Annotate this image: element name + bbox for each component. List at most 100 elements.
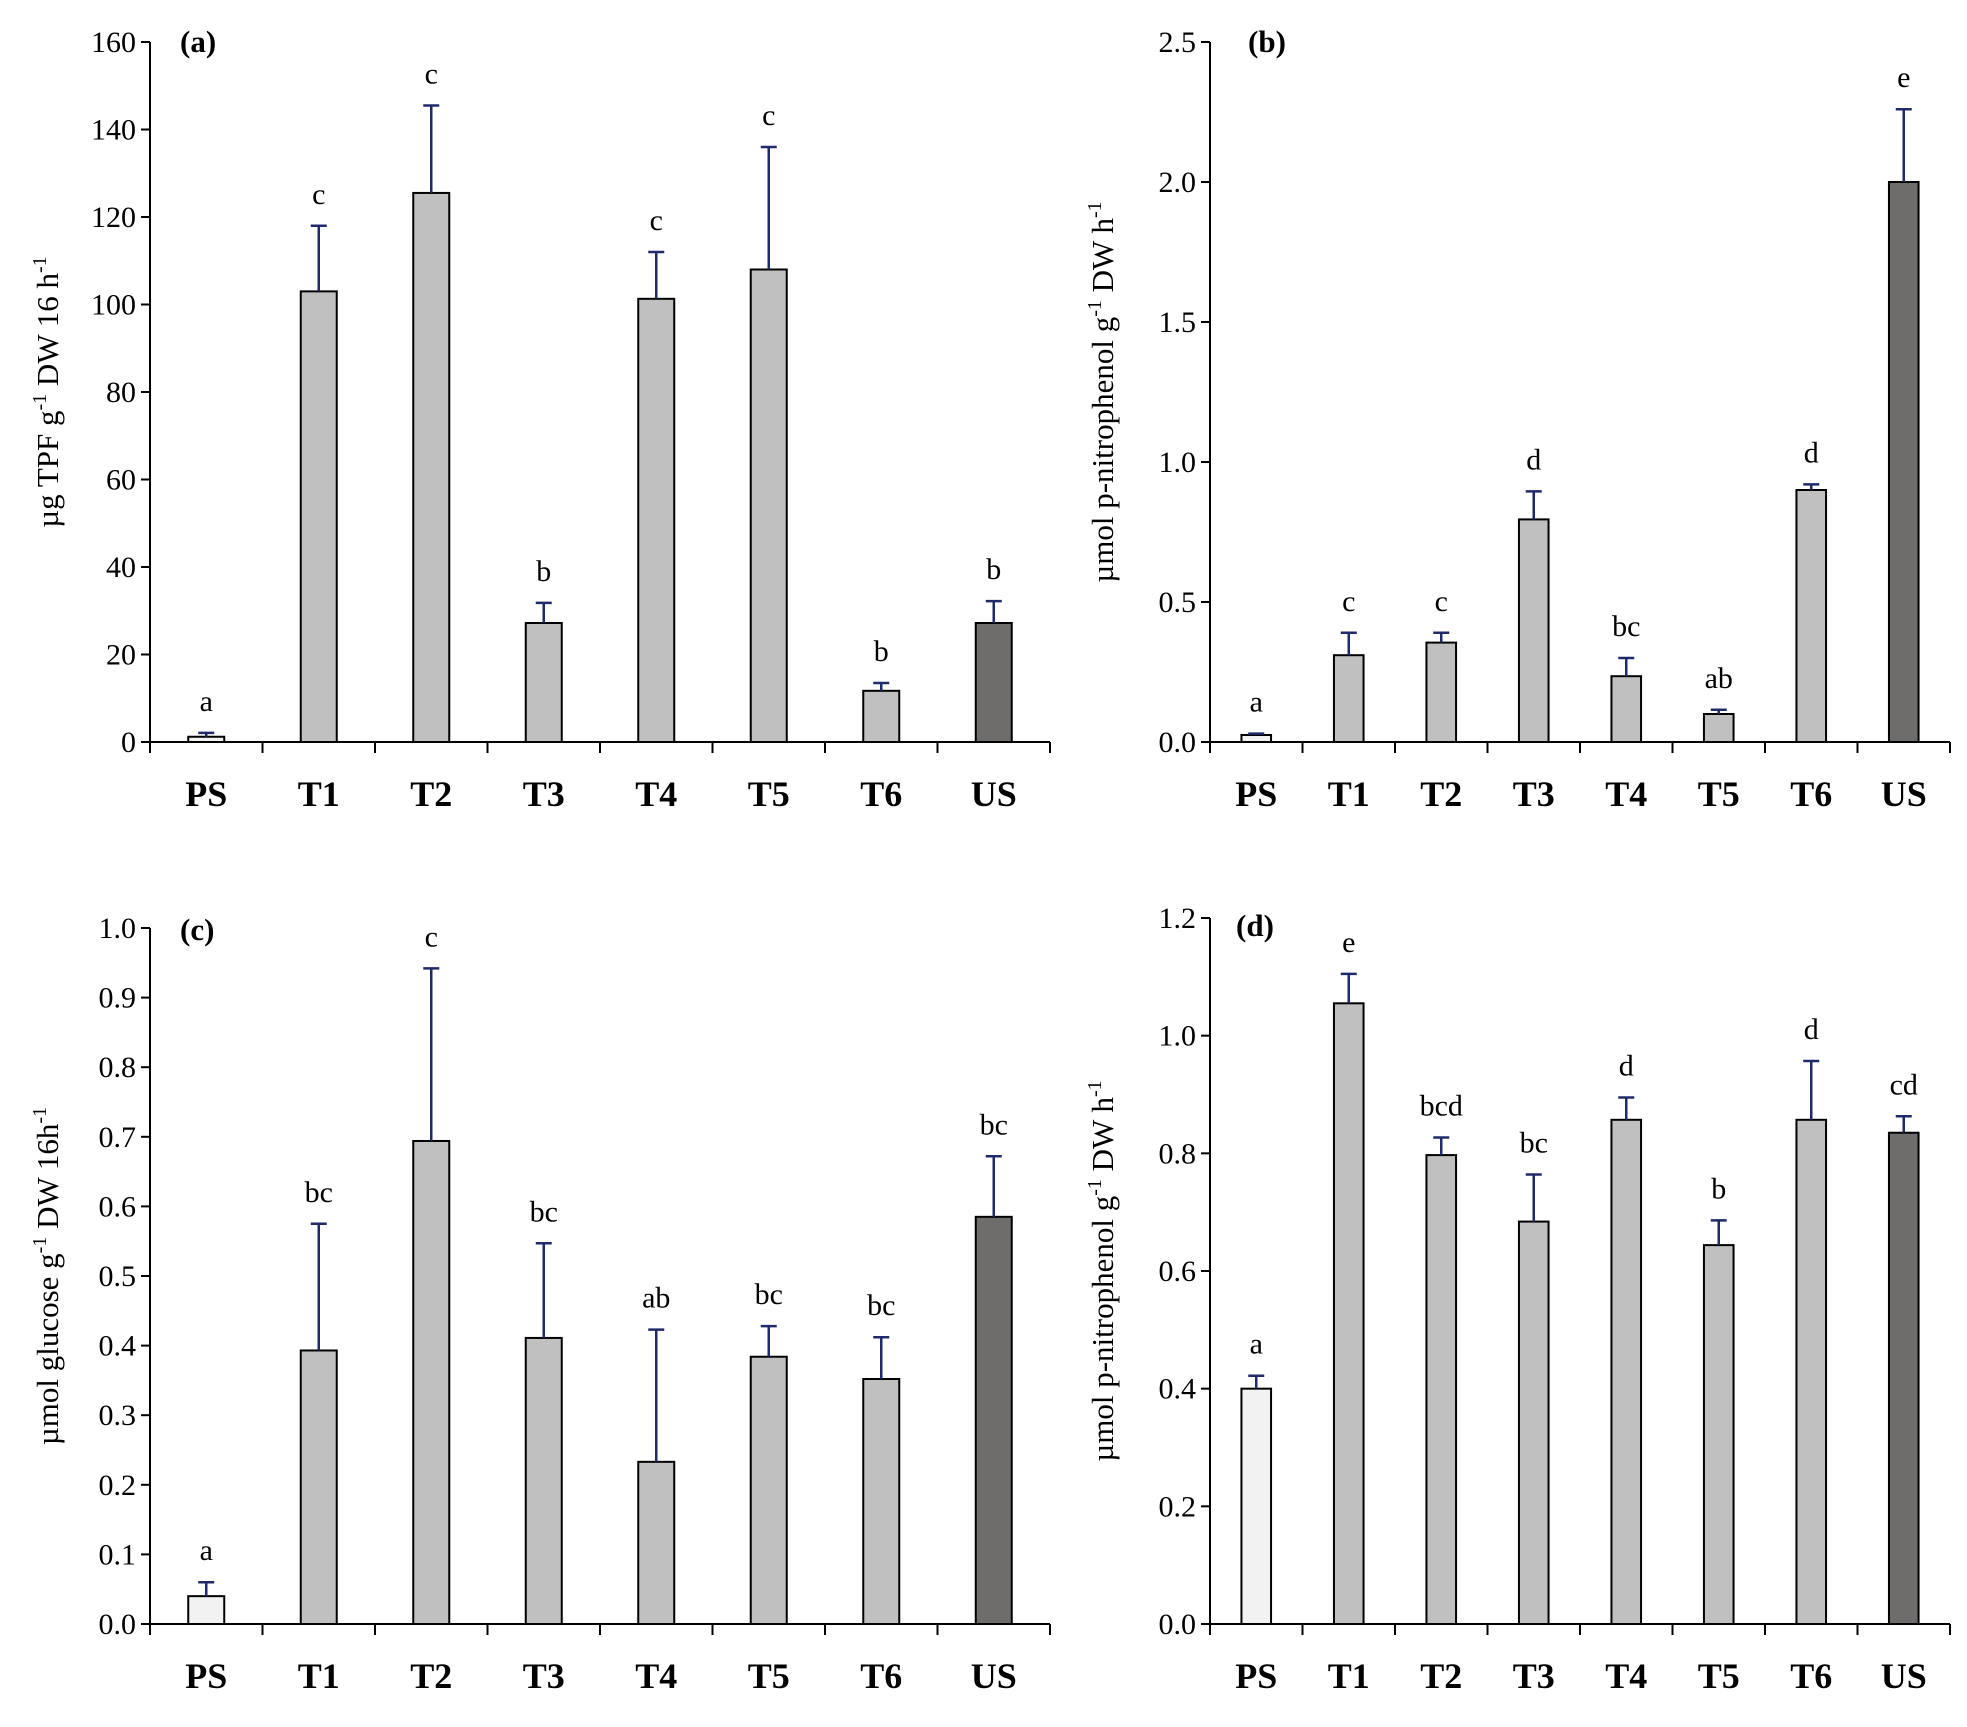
significance-letter: b — [536, 555, 551, 588]
panel-c: 0.0 0.1 0.2 0.3 0.4 0.5 0.6 0.7 0.8 0.9 1.0 a PS bc T1… — [29, 912, 1051, 1696]
y-tick-label: 140 — [91, 114, 136, 147]
bar-t5 — [749, 268, 788, 743]
significance-letter: c — [425, 57, 438, 90]
category-label: US — [971, 1656, 1017, 1696]
bar-t1 — [299, 1349, 338, 1626]
category-label: T4 — [635, 1656, 677, 1696]
significance-letter: a — [200, 685, 213, 718]
category-label: T5 — [748, 1656, 790, 1696]
significance-letter: a — [1250, 686, 1263, 719]
bar-t6 — [862, 689, 901, 743]
category-label: T4 — [1605, 1656, 1647, 1696]
y-tick-label: 0 — [121, 726, 136, 759]
y-tick-label: 1.5 — [1159, 306, 1197, 339]
significance-letter: a — [200, 1534, 213, 1567]
bar-t6 — [862, 1378, 901, 1626]
significance-letter: bc — [1520, 1127, 1548, 1160]
significance-letter: d — [1804, 436, 1819, 469]
category-label: T3 — [1513, 774, 1555, 814]
category-label: T6 — [1790, 1656, 1832, 1696]
bar-t4 — [637, 297, 676, 743]
y-tick-label: 1.0 — [1159, 446, 1197, 479]
y-tick-label: 2.5 — [1159, 26, 1197, 59]
y-tick-label: 0.2 — [1159, 1490, 1197, 1523]
y-tick-label: 0.4 — [1159, 1373, 1197, 1406]
bar-t5 — [749, 1355, 788, 1625]
significance-letter: cd — [1890, 1068, 1918, 1101]
y-tick-label: 0.8 — [99, 1051, 137, 1084]
category-label: US — [1881, 1656, 1927, 1696]
bar-t1 — [299, 290, 338, 743]
bar-t5 — [1702, 1244, 1735, 1625]
y-axis-title: µmol p-nitrophenol g-1 DW h-1 — [1084, 1080, 1120, 1461]
significance-letter: e — [1342, 926, 1355, 959]
bar-t4 — [1610, 675, 1643, 744]
y-tick-label: 0.2 — [99, 1469, 137, 1502]
bar-t5 — [1702, 713, 1735, 743]
bar-us — [974, 1215, 1013, 1625]
category-label: PS — [1235, 774, 1277, 814]
bar-t1 — [1332, 654, 1365, 744]
category-label: PS — [185, 1656, 227, 1696]
significance-letter: b — [1711, 1172, 1726, 1205]
category-label: T1 — [1328, 1656, 1370, 1696]
y-axis-title: µmol glucose g-1 DW 16h-1 — [29, 1107, 65, 1445]
category-label: T5 — [748, 774, 790, 814]
y-tick-label: 0.8 — [1159, 1137, 1197, 1170]
significance-letter: c — [1342, 585, 1355, 618]
significance-letter: bc — [755, 1278, 783, 1311]
category-label: T4 — [1605, 774, 1647, 814]
bar-ps — [1240, 1387, 1273, 1625]
y-tick-label: 0.5 — [1159, 586, 1197, 619]
bar-ps — [187, 735, 226, 743]
category-label: PS — [1235, 1656, 1277, 1696]
significance-letter: bc — [530, 1195, 558, 1228]
bar-t3 — [1517, 518, 1550, 744]
bar-t3 — [524, 1336, 563, 1625]
significance-letter: ab — [642, 1282, 670, 1315]
bar-t3 — [524, 622, 563, 743]
y-tick-label: 100 — [91, 289, 136, 322]
category-label: T5 — [1698, 774, 1740, 814]
bar-t2 — [1425, 641, 1458, 743]
bar-us — [974, 622, 1013, 743]
y-tick-label: 2.0 — [1159, 166, 1197, 199]
significance-letter: d — [1526, 443, 1541, 476]
y-tick-label: 1.2 — [1159, 902, 1197, 935]
y-tick-label: 1.0 — [1159, 1020, 1197, 1053]
bar-t2 — [412, 191, 451, 743]
bar-ps — [187, 1595, 226, 1626]
bar-t2 — [412, 1139, 451, 1625]
category-label: US — [971, 774, 1017, 814]
y-tick-label: 40 — [106, 551, 136, 584]
significance-letter: c — [650, 204, 663, 237]
bar-t6 — [1795, 489, 1828, 743]
significance-letter: d — [1619, 1049, 1634, 1082]
category-label: T2 — [410, 774, 452, 814]
y-tick-label: 120 — [91, 201, 136, 234]
category-label: T6 — [1790, 774, 1832, 814]
significance-letter: c — [425, 920, 438, 953]
category-label: T2 — [1420, 1656, 1462, 1696]
category-label: T6 — [860, 774, 902, 814]
category-label: US — [1881, 774, 1927, 814]
category-label: T1 — [298, 774, 340, 814]
bar-t2 — [1425, 1154, 1458, 1626]
significance-letter: bc — [980, 1108, 1008, 1141]
y-tick-label: 20 — [106, 639, 136, 672]
panel-label: (b) — [1248, 24, 1286, 59]
y-tick-label: 80 — [106, 376, 136, 409]
y-tick-label: 0.4 — [99, 1330, 137, 1363]
y-tick-label: 0.9 — [99, 982, 137, 1015]
significance-letter: bc — [1612, 610, 1640, 643]
category-label: T2 — [410, 1656, 452, 1696]
significance-letter: c — [1435, 585, 1448, 618]
bar-t4 — [1610, 1118, 1643, 1625]
bar-t1 — [1332, 1002, 1365, 1625]
significance-letter: c — [762, 99, 775, 132]
category-label: T3 — [1513, 1656, 1555, 1696]
panel-label: (c) — [180, 912, 214, 947]
bar-ps — [1240, 734, 1273, 743]
bar-t4 — [637, 1460, 676, 1626]
